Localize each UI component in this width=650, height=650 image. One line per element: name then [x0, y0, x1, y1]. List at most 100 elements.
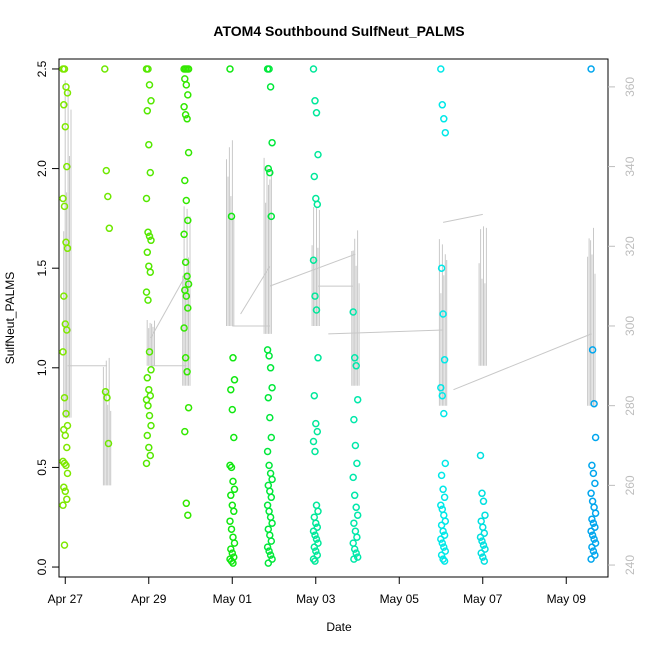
data-point: [105, 224, 114, 233]
x-tick-label: May 03: [296, 592, 336, 606]
data-point: [310, 391, 319, 400]
data-point: [267, 537, 276, 545]
data-point: [145, 443, 153, 452]
data-points: [59, 65, 600, 567]
data-point: [143, 374, 152, 382]
data-point: [437, 383, 445, 392]
data-point: [60, 202, 69, 211]
secondary-y-axis: 240 260 280 300 320 340 360: [608, 77, 637, 575]
data-point: [146, 268, 155, 276]
data-point: [268, 138, 276, 147]
data-point: [230, 539, 239, 547]
data-point: [145, 411, 154, 420]
data-point: [181, 258, 190, 266]
series-flight-3: [142, 65, 155, 468]
data-point: [146, 451, 155, 460]
series-flight-10: [476, 451, 489, 565]
data-point: [229, 559, 237, 567]
data-point: [313, 200, 322, 209]
data-point: [309, 65, 318, 73]
data-point: [60, 541, 69, 549]
data-point: [587, 489, 595, 498]
data-point: [311, 447, 319, 456]
series-flight-7: [309, 65, 322, 565]
data-point: [227, 212, 236, 221]
data-point: [145, 81, 154, 89]
data-point: [587, 65, 595, 73]
altitude-spike-group: [146, 320, 155, 366]
data-point: [438, 539, 447, 547]
data-point: [226, 65, 234, 73]
data-point: [227, 385, 235, 394]
y2-tick-label: 300: [623, 316, 637, 336]
data-point: [184, 65, 193, 73]
y-tick-label: 1.0: [35, 359, 49, 376]
data-point: [63, 244, 72, 253]
data-point: [311, 97, 319, 105]
data-point: [227, 525, 236, 533]
data-point: [61, 487, 70, 496]
data-point: [267, 212, 276, 221]
x-axis: Apr 27 Apr 29 May 01 May 03 May 05 May 07 May …: [48, 576, 586, 606]
data-point: [145, 348, 154, 356]
data-point: [591, 539, 600, 547]
data-point: [438, 391, 447, 400]
altitude-connector: [443, 213, 483, 223]
data-point: [591, 551, 599, 559]
data-point: [590, 399, 598, 408]
data-point: [144, 296, 152, 304]
data-point: [311, 292, 319, 300]
data-point: [63, 89, 72, 97]
data-point: [266, 413, 274, 422]
y2-tick-label: 320: [623, 236, 637, 256]
data-point: [145, 232, 154, 241]
data-point: [143, 431, 152, 440]
data-point: [477, 549, 485, 557]
data-point: [63, 469, 72, 478]
data-point: [63, 443, 71, 452]
data-point: [441, 517, 450, 525]
data-point: [62, 461, 70, 470]
series-flight-5: [226, 65, 239, 567]
data-point: [147, 366, 155, 374]
data-point: [182, 81, 191, 89]
data-point: [310, 543, 319, 551]
y2-tick-label: 360: [623, 77, 637, 97]
data-point: [312, 109, 321, 117]
data-point: [440, 493, 449, 502]
data-point: [312, 535, 321, 543]
y-axis: 0.0 0.5 1.0 1.5 2.0 2.5: [35, 60, 59, 575]
x-tick-label: May 07: [463, 592, 503, 606]
data-point: [266, 364, 275, 372]
data-point: [230, 507, 238, 516]
data-point: [350, 519, 358, 527]
data-point: [480, 529, 489, 537]
data-point: [309, 527, 318, 535]
data-point: [184, 511, 192, 519]
data-point: [142, 194, 151, 203]
data-point: [314, 354, 322, 362]
x-tick-label: May 05: [380, 592, 420, 606]
data-point: [478, 537, 486, 545]
data-point: [440, 557, 449, 565]
y2-tick-label: 260: [623, 475, 637, 495]
data-point: [60, 101, 68, 109]
data-point: [437, 501, 445, 510]
data-point: [60, 393, 69, 402]
data-point: [313, 523, 322, 531]
data-point: [183, 368, 191, 376]
data-point: [439, 527, 447, 535]
data-point: [181, 354, 190, 362]
y-tick-label: 0.0: [35, 558, 49, 575]
data-point: [182, 292, 191, 300]
data-point: [228, 549, 237, 557]
data-point: [265, 461, 273, 470]
data-point: [227, 463, 236, 472]
data-point: [439, 310, 447, 318]
data-point: [478, 489, 486, 498]
data-point: [230, 485, 239, 494]
data-point: [227, 545, 235, 553]
data-point: [59, 194, 67, 203]
data-point: [350, 415, 358, 424]
data-point: [313, 551, 322, 559]
